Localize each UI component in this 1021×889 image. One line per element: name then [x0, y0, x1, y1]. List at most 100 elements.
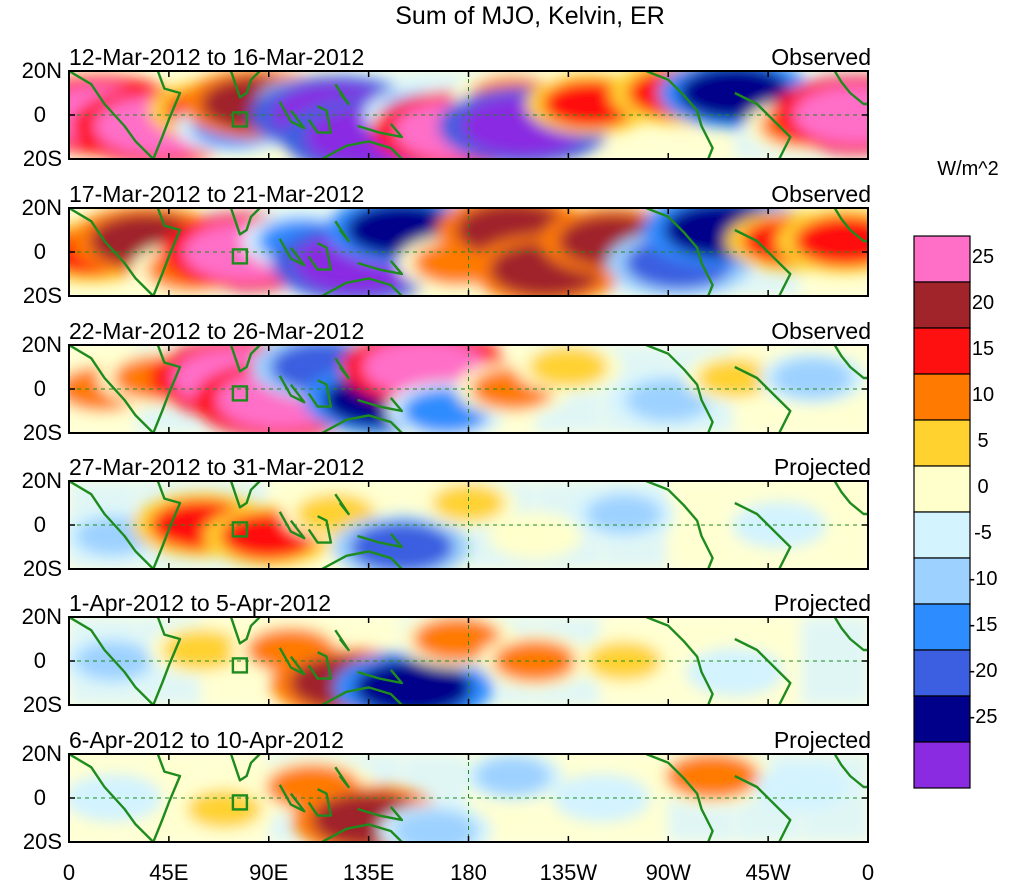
coastline — [334, 220, 350, 243]
coastline — [229, 208, 261, 236]
coastline — [357, 533, 404, 549]
colorbar-swatch — [913, 649, 971, 697]
colorbar-level-label: 0 — [977, 476, 989, 498]
coastline — [645, 345, 714, 433]
anomaly-core — [772, 358, 853, 398]
region-box — [231, 657, 249, 674]
anomaly-core — [528, 347, 608, 387]
anomaly-core — [475, 757, 551, 795]
colorbar-swatch — [913, 741, 971, 789]
colorbar-level-label: -10 — [968, 568, 998, 590]
panel-date-range: 27-Mar-2012 to 31-Mar-2012 — [69, 454, 365, 480]
coastline — [278, 511, 306, 540]
coastline — [321, 140, 403, 159]
panel-3 — [69, 345, 868, 433]
coastline — [321, 550, 403, 569]
y-tick-label: 20S — [22, 146, 62, 171]
anomaly-core — [697, 359, 773, 397]
colorbar-level-label: 20 — [971, 292, 995, 314]
y-tick-label: 20N — [21, 58, 62, 83]
coastline — [229, 754, 261, 782]
anomaly-core — [766, 769, 837, 805]
y-tick-label: 0 — [33, 785, 46, 810]
anomaly-layer — [69, 208, 868, 296]
panel-status: Projected — [773, 454, 871, 480]
panel-status: Observed — [771, 44, 871, 70]
chart-title: Sum of MJO, Kelvin, ER — [395, 2, 665, 30]
colorbar-swatch — [913, 603, 971, 651]
anomaly-core — [698, 653, 771, 691]
coastline — [69, 754, 182, 842]
coastline — [645, 481, 714, 569]
colorbar-level-label: 5 — [977, 430, 989, 452]
coastline — [833, 208, 868, 243]
coastline — [645, 754, 714, 842]
coastline — [645, 617, 714, 705]
panel-5 — [69, 617, 868, 705]
coastline — [69, 71, 182, 159]
y-tick-label: 0 — [33, 512, 46, 537]
anomaly-core — [586, 495, 662, 533]
coastline — [334, 83, 350, 106]
panel-date-range: 22-Mar-2012 to 26-Mar-2012 — [69, 318, 365, 344]
anomaly-core — [393, 810, 478, 842]
x-tick-label: 90E — [249, 860, 289, 885]
anomaly-core — [162, 630, 242, 670]
coastline — [69, 617, 182, 705]
coastline — [69, 345, 182, 433]
y-tick-label: 20N — [21, 604, 62, 629]
region-box — [231, 794, 249, 811]
coastline — [278, 784, 306, 813]
coastline — [833, 754, 868, 789]
coastline — [69, 208, 182, 296]
x-tick-label: 0 — [861, 860, 875, 885]
y-tick-label: 20N — [21, 741, 62, 766]
colorbar-swatch — [913, 281, 971, 329]
coastline — [307, 515, 333, 544]
panel-status: Projected — [773, 590, 871, 616]
coastline — [833, 481, 868, 516]
coastline — [278, 375, 306, 404]
colorbar-level-label: -25 — [968, 706, 998, 728]
coastline — [278, 101, 306, 130]
coastline — [357, 260, 404, 276]
region-box — [231, 111, 249, 128]
x-tick-label: 90W — [645, 860, 691, 885]
y-tick-label: 20S — [22, 829, 62, 854]
anomaly-core — [565, 779, 638, 817]
panel-date-range: 6-Apr-2012 to 10-Apr-2012 — [69, 727, 344, 753]
x-tick-label: 180 — [450, 860, 487, 885]
coastline — [334, 357, 350, 380]
panel-status: Observed — [771, 181, 871, 207]
panel-1 — [69, 71, 868, 159]
coastline — [734, 501, 792, 569]
region-box — [231, 385, 249, 402]
colorbar-units: W/m^2 — [937, 158, 999, 180]
coastline — [833, 345, 868, 380]
coastline — [357, 397, 404, 413]
coastline — [645, 208, 714, 296]
coastline — [321, 686, 403, 705]
colorbar-swatch — [913, 511, 971, 559]
coastline — [833, 71, 868, 106]
coastline — [734, 774, 792, 842]
coastline — [278, 238, 306, 267]
y-tick-label: 0 — [33, 648, 46, 673]
anomaly-core — [744, 507, 815, 543]
coastline — [833, 617, 868, 652]
colorbar-swatch — [913, 557, 971, 605]
anomaly-core — [500, 518, 570, 554]
coastline — [334, 766, 350, 789]
y-tick-label: 20N — [21, 195, 62, 220]
coastline — [357, 806, 404, 822]
y-tick-label: 0 — [33, 376, 46, 401]
region-box — [231, 521, 249, 538]
coastline — [229, 71, 261, 99]
anomaly-core — [413, 617, 502, 661]
coastline — [307, 105, 333, 134]
colorbar-swatch — [913, 373, 971, 421]
colorbar-level-label: -20 — [968, 660, 998, 682]
y-tick-label: 20N — [21, 468, 62, 493]
y-tick-label: 0 — [33, 102, 46, 127]
